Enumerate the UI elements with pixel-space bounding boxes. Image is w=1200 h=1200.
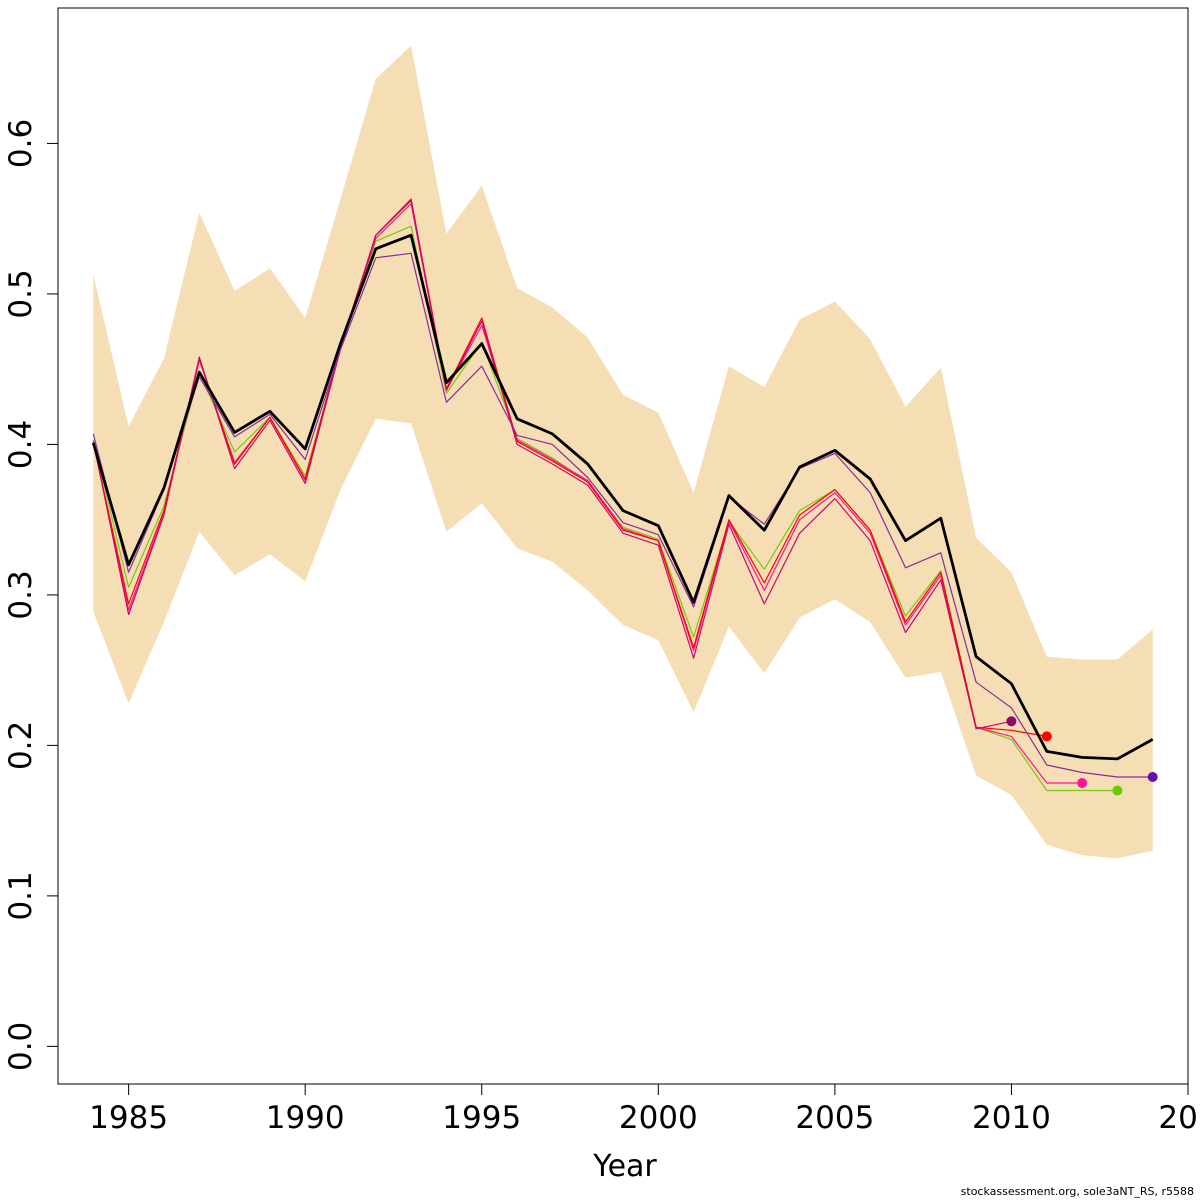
y-axis: 0.0 0.1 0.2 0.3 0.4 0.5 0.6 bbox=[3, 119, 59, 1071]
x-tick-label-1995: 1995 bbox=[442, 1100, 521, 1136]
series-layer bbox=[91, 198, 1154, 792]
confidence-band bbox=[93, 45, 1153, 859]
series-line-0 bbox=[91, 233, 1154, 761]
confidence-band-layer bbox=[93, 45, 1153, 859]
x-axis-title: Year bbox=[592, 1149, 657, 1184]
y-tick-label-0.2: 0.2 bbox=[3, 721, 39, 770]
y-tick-label-0.6: 0.6 bbox=[3, 119, 39, 168]
series-line-5 bbox=[92, 252, 1153, 778]
x-tick-label-2015: 201 bbox=[1158, 1100, 1200, 1136]
x-tick-label-1985: 1985 bbox=[89, 1100, 168, 1136]
footer-note: stockassessment.org, sole3aNT_RS, r5588 bbox=[960, 1185, 1194, 1198]
series-end-point-2013 bbox=[1112, 785, 1123, 796]
y-tick-label-0: 0.0 bbox=[3, 1022, 39, 1071]
end-points-layer bbox=[1006, 716, 1158, 796]
series-line-4 bbox=[92, 200, 1012, 730]
series-end-point-2011 bbox=[1041, 731, 1052, 742]
x-tick-label-2010: 2010 bbox=[972, 1100, 1051, 1136]
y-tick-label-0.5: 0.5 bbox=[3, 269, 39, 318]
series-end-point-2010 bbox=[1006, 716, 1017, 727]
x-tick-label-2005: 2005 bbox=[795, 1100, 874, 1136]
y-tick-label-0.4: 0.4 bbox=[3, 420, 39, 469]
series-end-point-2014 bbox=[1147, 772, 1158, 782]
series-end-point-2012 bbox=[1077, 778, 1088, 788]
y-tick-label-0.1: 0.1 bbox=[3, 871, 39, 920]
y-tick-label-0.3: 0.3 bbox=[3, 570, 39, 619]
x-tick-label-2000: 2000 bbox=[619, 1100, 698, 1136]
x-tick-label-1990: 1990 bbox=[266, 1100, 345, 1136]
x-axis: 1985 1990 1995 2000 2005 2010 201 bbox=[89, 1083, 1200, 1136]
series-line-3 bbox=[92, 198, 1047, 737]
